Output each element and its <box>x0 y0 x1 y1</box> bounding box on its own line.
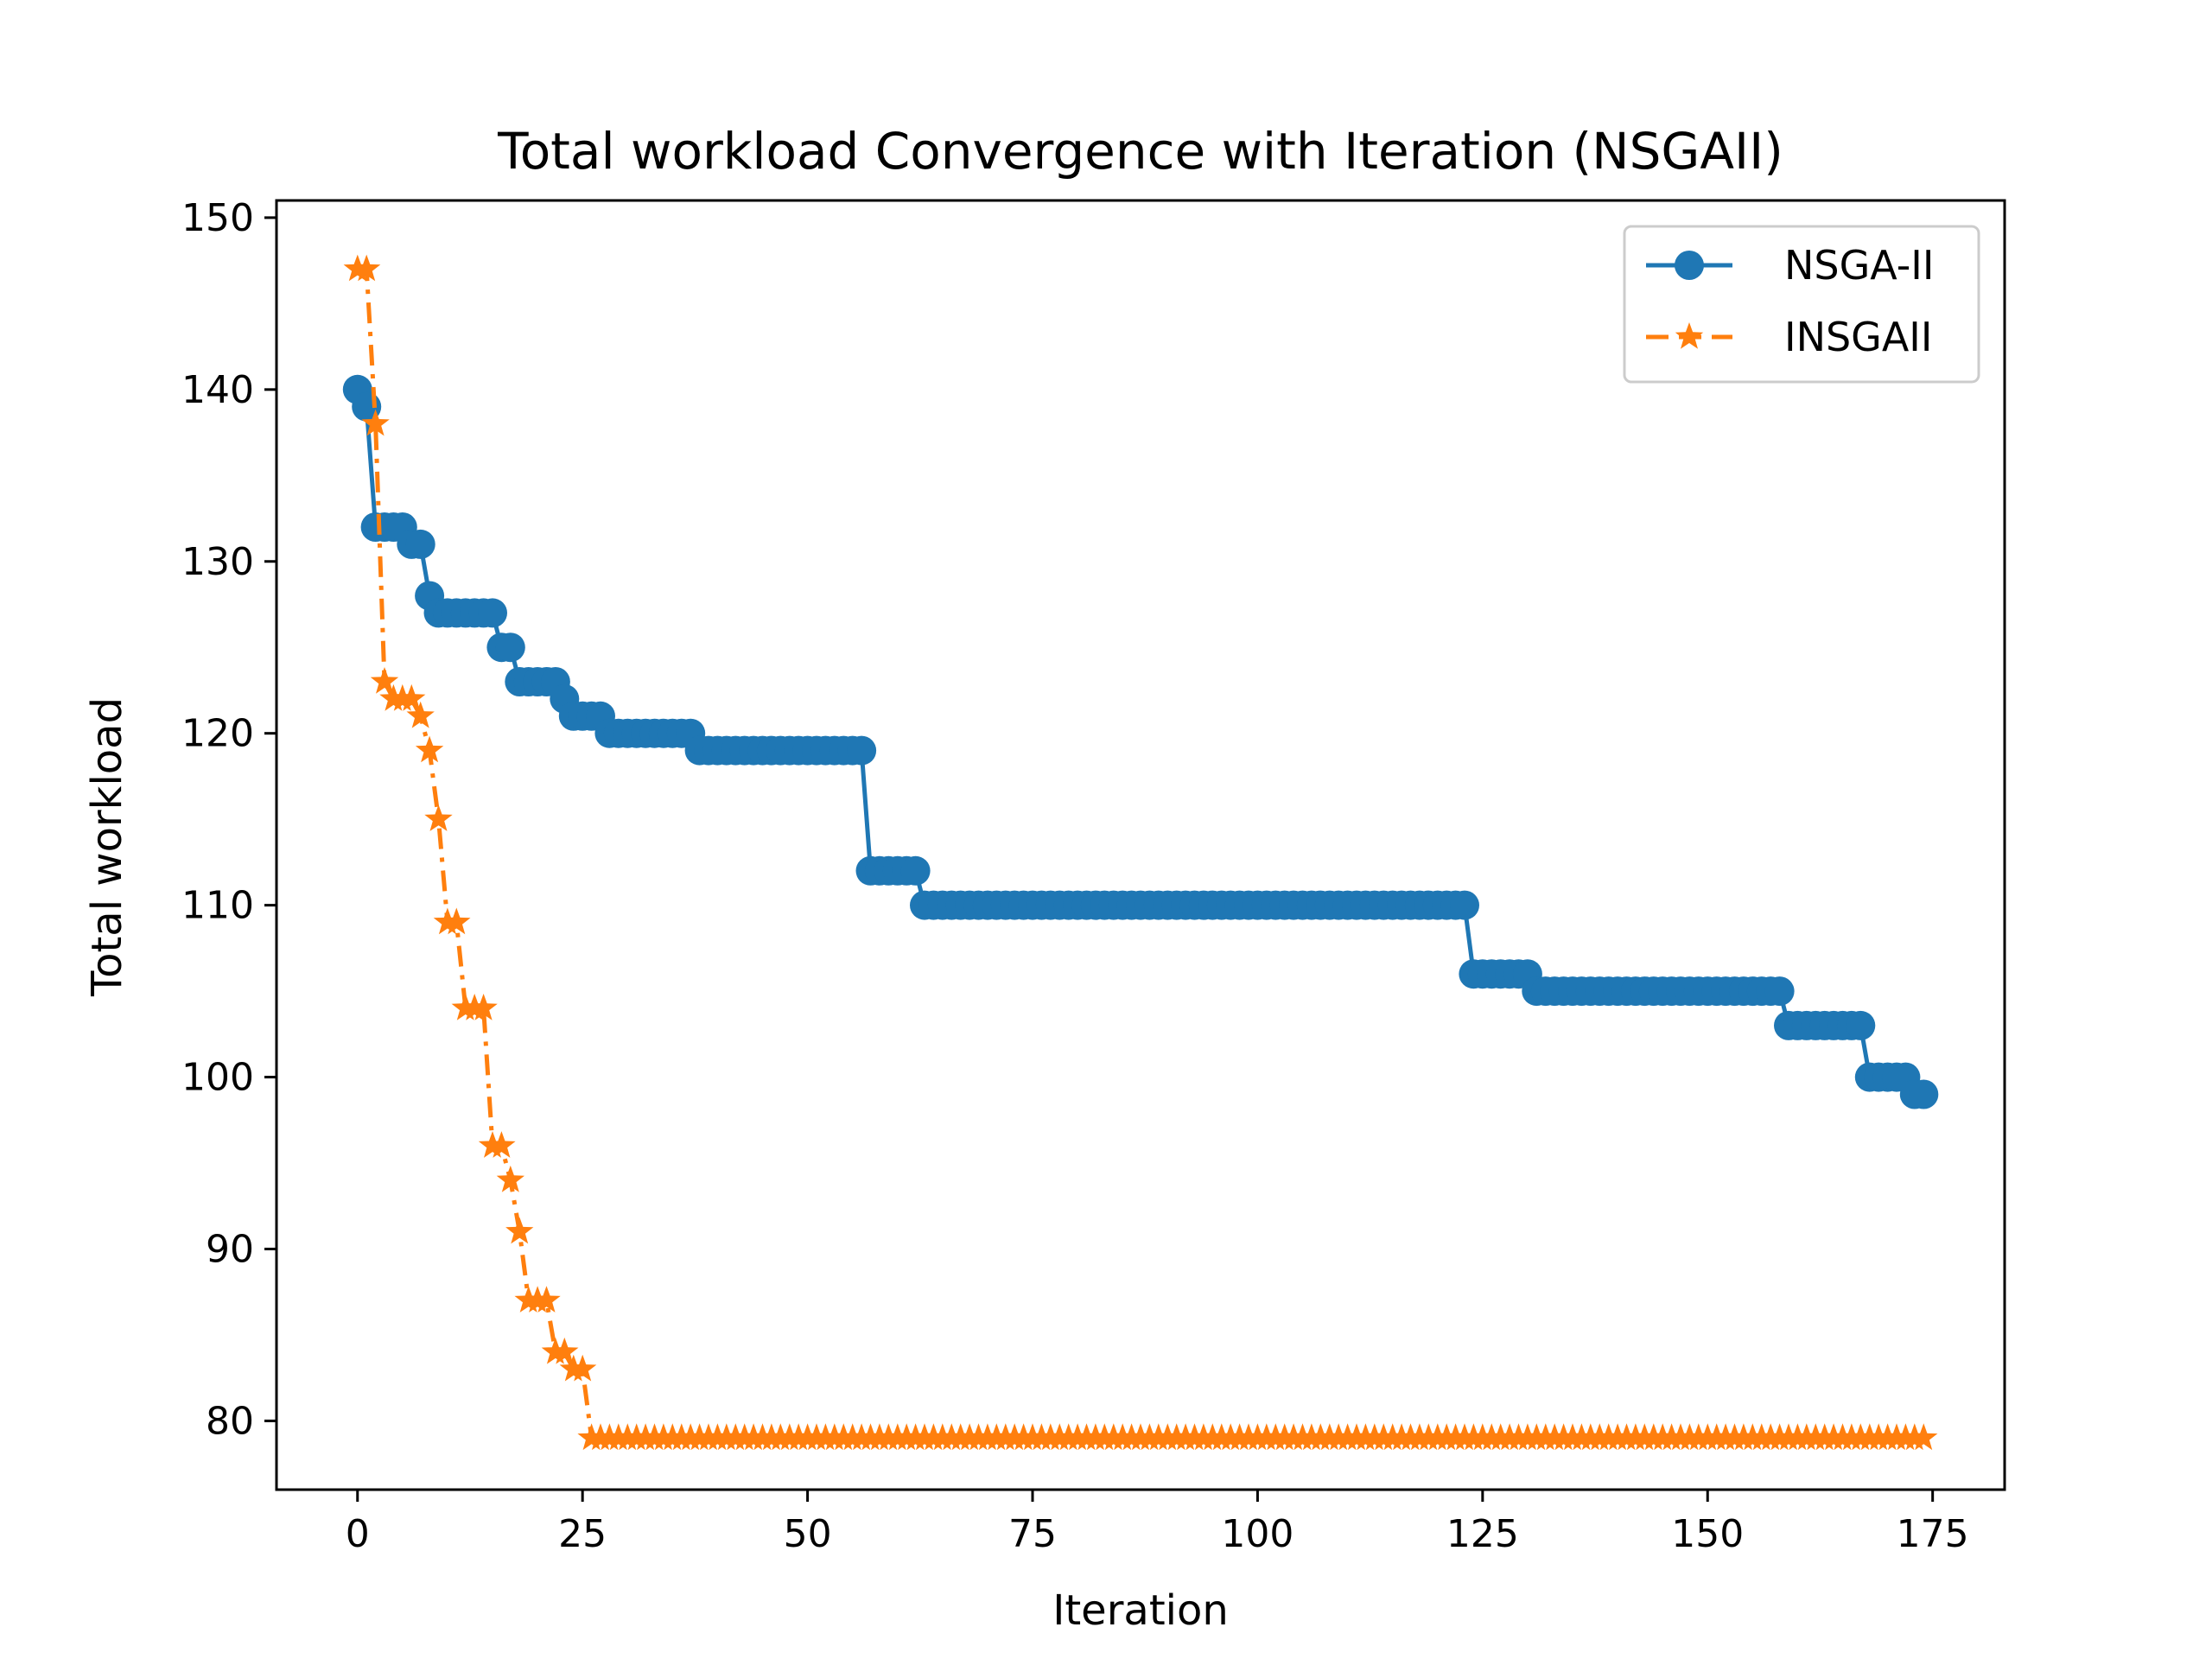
y-tick-label: 90 <box>206 1227 254 1271</box>
data-point-insgaii <box>487 1131 516 1158</box>
x-tick-label: 25 <box>558 1512 607 1556</box>
y-tick-label: 110 <box>181 884 254 928</box>
x-tick-label: 175 <box>1897 1512 1969 1556</box>
y-tick-label: 140 <box>181 368 254 412</box>
y-tick-label: 100 <box>181 1056 254 1100</box>
data-point-insgaii <box>397 683 426 711</box>
x-tick-label: 50 <box>784 1512 832 1556</box>
y-tick-label: 80 <box>206 1399 254 1443</box>
data-point-insgaii <box>361 409 390 436</box>
data-point-insgaii <box>550 1337 579 1364</box>
data-point-nsga2 <box>1846 1010 1876 1040</box>
data-point-insgaii <box>442 907 471 935</box>
data-point-nsga2 <box>900 855 931 886</box>
x-tick-label: 0 <box>346 1512 370 1556</box>
y-tick-label: 120 <box>181 712 254 756</box>
legend-label-nsga2: NSGA-II <box>1784 242 1934 289</box>
y-axis-label: Total workload <box>83 697 131 997</box>
data-point-nsga2 <box>495 632 525 663</box>
data-point-insgaii <box>406 701 435 728</box>
legend-marker-insgaii <box>1675 322 1704 349</box>
legend-label-insgaii: INSGAII <box>1784 314 1932 360</box>
x-tick-label: 100 <box>1221 1512 1294 1556</box>
series-nsga2 <box>342 374 1939 1109</box>
chart-title: Total workload Convergence with Iteratio… <box>497 122 1783 181</box>
y-axis: 80 90 100 110 120 130 140 150 <box>181 196 276 1443</box>
data-point-nsga2 <box>1450 890 1479 920</box>
series-insgaii <box>343 254 1938 1451</box>
data-point-insgaii <box>505 1217 534 1244</box>
data-point-nsga2 <box>478 598 507 628</box>
data-point-nsga2 <box>1764 976 1795 1007</box>
data-point-nsga2 <box>405 529 435 559</box>
data-point-nsga2 <box>1909 1079 1939 1109</box>
y-tick-label: 150 <box>181 196 254 240</box>
plot-frame <box>275 199 2006 1491</box>
data-point-insgaii <box>370 667 399 694</box>
x-tick-label: 125 <box>1446 1512 1519 1556</box>
data-point-insgaii <box>569 1354 597 1382</box>
data-point-insgaii <box>532 1286 561 1313</box>
data-point-insgaii <box>353 254 381 282</box>
series-layer <box>342 254 1939 1451</box>
legend: NSGA-II INSGAII <box>1623 225 1980 384</box>
x-tick-label: 75 <box>1008 1512 1057 1556</box>
x-axis-label: Iteration <box>1052 1586 1229 1635</box>
data-point-insgaii <box>496 1165 524 1192</box>
x-axis: 0 25 50 75 100 125 150 175 <box>346 1490 1969 1556</box>
legend-marker-nsga2 <box>1675 251 1704 280</box>
y-tick-label: 130 <box>181 540 254 584</box>
data-point-insgaii <box>415 735 444 763</box>
data-point-insgaii <box>469 994 498 1020</box>
x-tick-label: 150 <box>1671 1512 1744 1556</box>
data-point-insgaii <box>424 804 453 831</box>
data-point-nsga2 <box>847 735 877 766</box>
data-point-insgaii <box>1910 1423 1938 1451</box>
